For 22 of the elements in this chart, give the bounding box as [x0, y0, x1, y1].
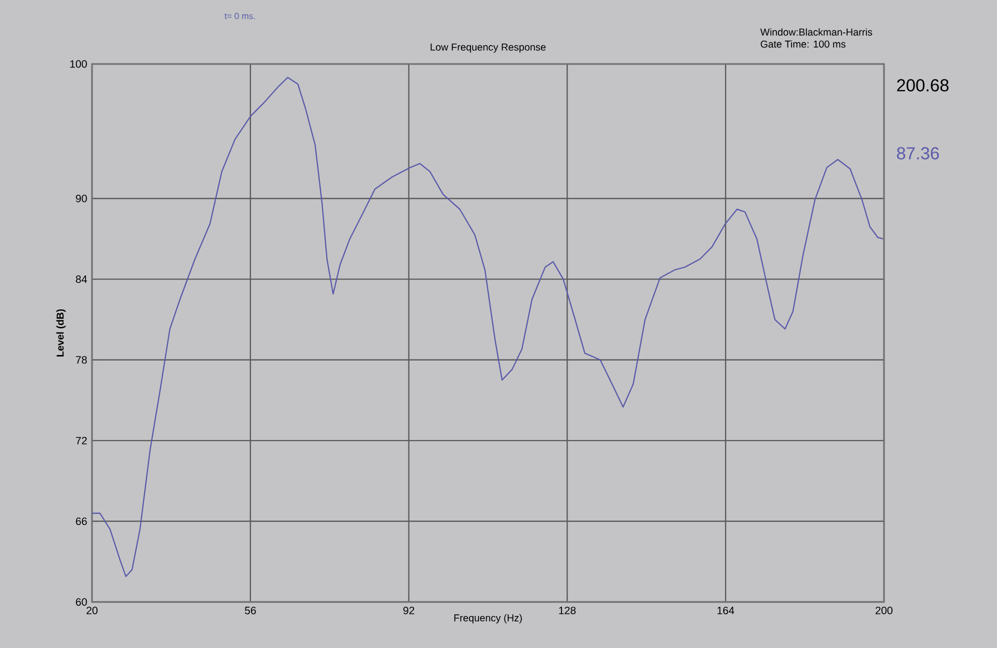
- chart-title: Low Frequency Response: [430, 44, 546, 53]
- y-tick-label: 100: [70, 60, 87, 68]
- x-tick-label: 164: [718, 606, 734, 614]
- text: 200.68: [897, 79, 949, 92]
- x-tick-label: 128: [559, 606, 576, 614]
- x-axis-title: Frequency (Hz): [454, 614, 522, 624]
- text: Gate Time: 100 ms: [760, 40, 846, 48]
- text: 87.36: [897, 147, 939, 160]
- x-tick-label: 56: [244, 606, 256, 614]
- x-tick-label: 200: [876, 606, 892, 614]
- y-axis-title: Level (dB): [56, 309, 66, 356]
- x-tick-label: 20: [86, 606, 98, 614]
- x-tick-label: 92: [403, 606, 414, 614]
- y-tick-label: 72: [76, 436, 87, 444]
- text: t= 0 ms.: [224, 12, 255, 20]
- line-series: [92, 76, 884, 578]
- text: Window:Blackman-Harris: [760, 28, 872, 36]
- y-tick-label: 66: [76, 518, 87, 526]
- y-tick-label: 60: [76, 598, 87, 606]
- y-tick-label: 84: [76, 275, 87, 283]
- y-tick-label: 78: [76, 356, 87, 364]
- y-tick-label: 90: [76, 194, 87, 202]
